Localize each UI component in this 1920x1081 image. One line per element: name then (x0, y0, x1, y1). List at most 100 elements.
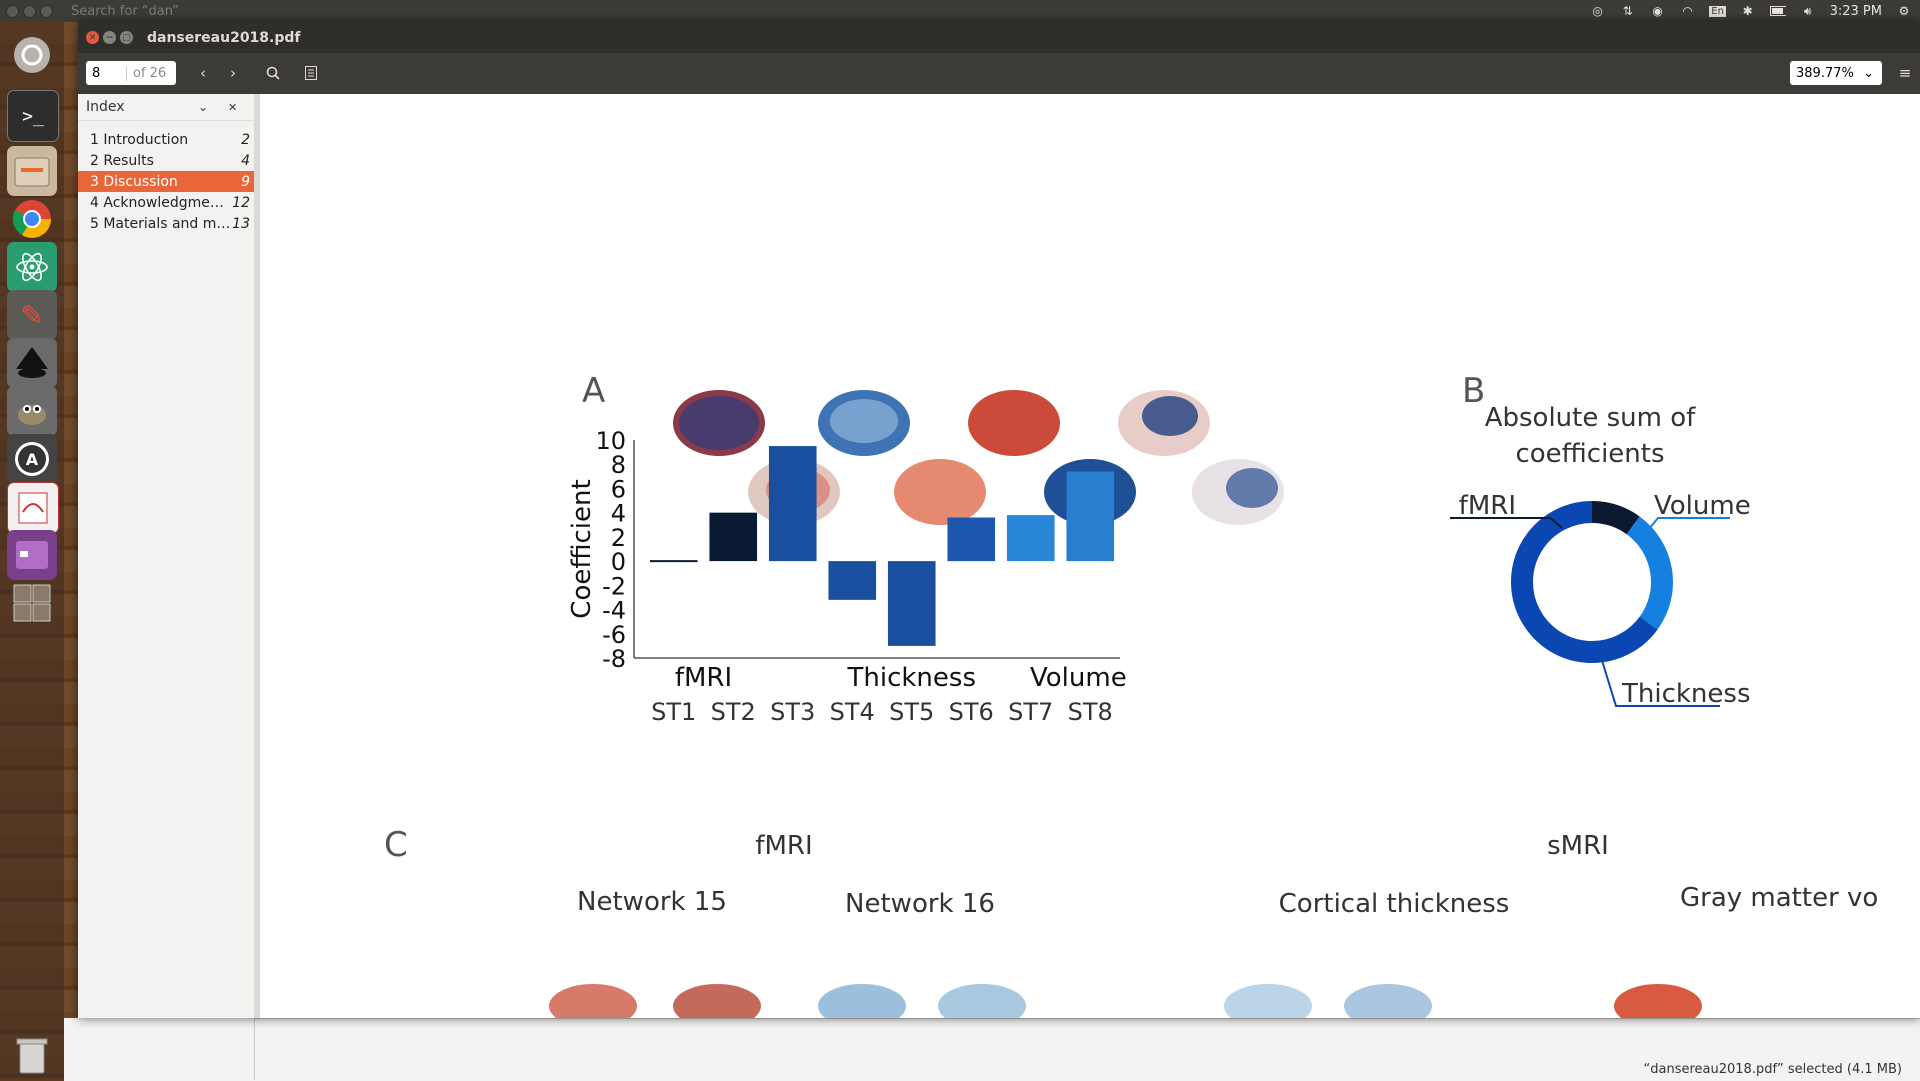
dash-search-text[interactable]: Search for “dan” (71, 3, 180, 19)
y-tick-label: 10 (595, 427, 626, 455)
donut-slice (1511, 501, 1658, 663)
x-tick-label: ST6 (949, 698, 994, 726)
close-window-icon[interactable]: ✕ (86, 31, 99, 44)
group-label: Volume (1030, 663, 1127, 693)
donut-chart: fMRI Volume Thickness (1450, 491, 1751, 709)
bar (709, 512, 758, 562)
close-dot[interactable] (6, 4, 19, 18)
panel-label-a: A (582, 371, 605, 411)
battery-icon[interactable] (1769, 4, 1786, 18)
file-manager-icon[interactable] (7, 146, 57, 196)
hamburger-menu-icon[interactable] (1890, 61, 1920, 85)
minimize-dot[interactable] (23, 4, 36, 18)
brain-image (968, 390, 1060, 456)
maximize-window-icon[interactable]: □ (120, 31, 133, 44)
document-page[interactable]: A B C Coefficient (260, 94, 1920, 1018)
brain-image (549, 984, 637, 1018)
previous-page-icon[interactable]: ‹ (200, 64, 206, 82)
system-settings-icon[interactable]: ✎ (7, 290, 57, 340)
x-tick-label: ST8 (1068, 698, 1113, 726)
clock[interactable]: 3:23 PM (1829, 3, 1882, 19)
brain-image (818, 984, 906, 1018)
network-activity-icon[interactable]: ⇅ (1622, 4, 1633, 18)
chevron-down-icon: ⌄ (1863, 65, 1874, 81)
x-tick-labels: ST1 ST2 ST3 ST4 ST5 ST6 ST7 ST8 (651, 698, 1113, 726)
donut-slice (1591, 501, 1640, 535)
minimize-window-icon[interactable]: − (103, 31, 116, 44)
next-page-icon[interactable]: › (230, 64, 236, 82)
menu-icon[interactable]: ≡ (1898, 64, 1912, 82)
sidebar-item-materials[interactable]: 5 Materials and m… 13 (78, 213, 254, 234)
window-titlebar: ✕ − □ dansereau2018.pdf (78, 22, 1920, 53)
brain-image (673, 984, 761, 1018)
trash-icon[interactable] (7, 1030, 57, 1080)
brain-image (1224, 984, 1312, 1018)
search-icon[interactable] (258, 61, 288, 85)
sidebar-item-page: 9 (241, 173, 250, 190)
y-tick-label: 6 (611, 475, 626, 503)
y-tick-label: 2 (611, 524, 626, 552)
sidebar-title[interactable]: Index (86, 99, 125, 115)
annotations-icon[interactable] (296, 61, 326, 85)
toolbar: of 26 ‹ › 389.77% ⌄ ≡ (78, 53, 1920, 94)
top-panel: Search for “dan” ◎ ⇅ ◉ ◠ En ✱ 🔊︎ 3:23 PM… (0, 0, 1920, 22)
brain-image (830, 399, 898, 443)
workspace-app-icon[interactable] (7, 530, 57, 580)
panel-b-title-line1: Absolute sum of (1485, 403, 1696, 433)
zoom-selector[interactable]: 389.77% ⌄ (1790, 61, 1882, 85)
brain-image (1226, 468, 1278, 508)
window-title: dansereau2018.pdf (147, 29, 301, 46)
volume-icon[interactable]: 🔊︎ (1803, 3, 1812, 18)
brain-image (679, 396, 759, 450)
chrome-icon[interactable] (7, 194, 57, 244)
zoom-value: 389.77% (1796, 65, 1854, 81)
x-tick-label: ST4 (830, 698, 875, 726)
terminal-icon[interactable]: >_ (7, 90, 59, 142)
figure-canvas: A B C Coefficient (384, 371, 1878, 1018)
bars (649, 446, 1115, 646)
y-tick-label: -6 (602, 621, 626, 649)
index-sidebar: Index ⌄ ✕ 1 Introduction 2 2 Results 4 3… (78, 94, 260, 1018)
sidebar-item-page: 2 (241, 131, 250, 148)
leader-line (1599, 653, 1720, 707)
sidebar-item-discussion[interactable]: 3 Discussion 9 (78, 171, 254, 192)
bluetooth-icon[interactable]: ✱ (1742, 4, 1753, 18)
inkscape-icon[interactable] (7, 338, 57, 388)
steam-icon[interactable]: ◎ (1592, 4, 1603, 18)
sidebar-item-introduction[interactable]: 1 Introduction 2 (78, 129, 254, 150)
indicator-area: ◎ ⇅ ◉ ◠ En ✱ 🔊︎ 3:23 PM ⚙ (1590, 0, 1912, 22)
panel-c-smri-heading: sMRI (1547, 831, 1609, 861)
atom-icon[interactable] (7, 242, 57, 292)
panel-c-cortical-thickness: Cortical thickness (1279, 889, 1510, 919)
x-tick-label: ST1 (651, 698, 696, 726)
chevron-down-icon[interactable]: ⌄ (198, 100, 209, 114)
sidebar-item-results[interactable]: 2 Results 4 (78, 150, 254, 171)
y-axis-label: Coefficient (567, 479, 597, 618)
donut-slice (1626, 516, 1673, 630)
maximize-dot[interactable] (40, 4, 53, 18)
sidebar-item-label: 5 Materials and m… (90, 215, 231, 232)
panel-window-controls (6, 4, 53, 18)
dash-home-icon[interactable] (7, 30, 57, 80)
wifi-icon[interactable]: ◠ (1682, 4, 1693, 18)
keyboard-layout-indicator[interactable]: En (1709, 4, 1726, 18)
gear-icon[interactable]: ⚙ (1898, 4, 1910, 18)
sidebar-item-page: 4 (241, 152, 250, 169)
y-tick-label: 8 (611, 451, 626, 479)
page-number-input[interactable] (86, 64, 126, 82)
close-icon[interactable]: ✕ (228, 100, 238, 114)
software-center-icon[interactable]: A (7, 434, 57, 484)
document-viewer-icon[interactable] (7, 482, 59, 534)
group-label: fMRI (675, 663, 732, 693)
panel-label-c: C (384, 825, 408, 865)
y-tick-label: 0 (611, 548, 626, 576)
sidebar-item-acknowledgments[interactable]: 4 Acknowledgme… 12 (78, 192, 254, 213)
brain-image (894, 459, 986, 525)
workspace-switcher-icon[interactable] (7, 578, 57, 628)
bar (887, 561, 936, 646)
panel-c-gray-matter: Gray matter vo (1680, 883, 1878, 913)
gimp-icon[interactable] (7, 386, 57, 436)
panel-c-brains (549, 984, 1702, 1018)
sync-icon[interactable]: ◉ (1652, 4, 1663, 18)
